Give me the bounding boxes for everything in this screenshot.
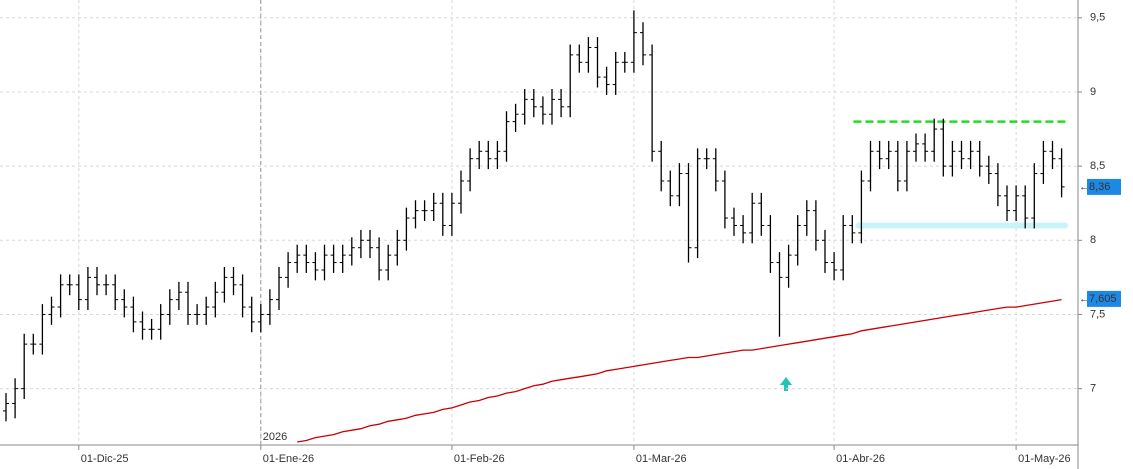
x-tick-label: 01-Abr-26: [836, 453, 885, 465]
last-price-label: 8,36: [1089, 181, 1110, 193]
last-price-arrow: ←: [1079, 181, 1090, 193]
y-tick-label: 9,5: [1090, 12, 1105, 24]
y-tick-label: 8: [1090, 234, 1096, 246]
support-band: [855, 222, 1068, 229]
ma-last-box: [1087, 290, 1121, 307]
x-tick-label: 01-Dic-25: [81, 453, 129, 465]
ma-last-arrow: ←: [1079, 293, 1090, 305]
y-tick-label: 7: [1090, 383, 1096, 395]
last-price-box: [1087, 178, 1121, 195]
x-tick-label: 01-Ene-26: [263, 453, 314, 465]
signal-arrow: [780, 377, 792, 391]
y-tick-label: 7,5: [1090, 308, 1105, 320]
year-label: 2026: [263, 431, 287, 443]
ma-last-label: 7,605: [1089, 293, 1117, 305]
x-tick-label: 01-Mar-26: [636, 453, 687, 465]
y-tick-label: 8,5: [1090, 160, 1105, 172]
y-tick-label: 9: [1090, 86, 1096, 98]
x-tick-label: 01-May-26: [1018, 453, 1071, 465]
x-tick-label: 01-Feb-26: [454, 453, 505, 465]
moving-average-line: [297, 298, 1062, 443]
